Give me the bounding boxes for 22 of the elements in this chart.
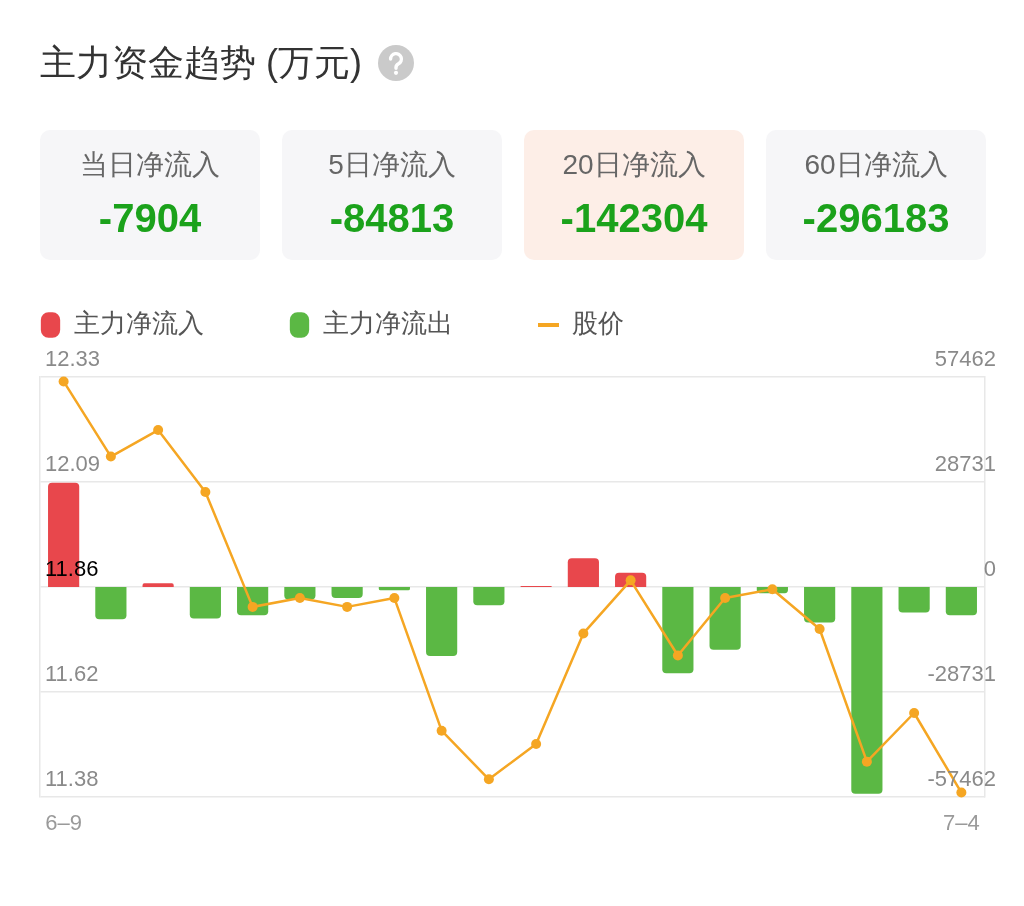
- data-label: -84813: [328, 195, 456, 242]
- y2-tick-label: 28731: [934, 451, 996, 477]
- data-label: -7904: [97, 195, 203, 242]
- y2-tick-label: 57462: [934, 346, 996, 372]
- y-tick-label: 11.62: [45, 661, 99, 687]
- y2-tick-label: 0: [983, 556, 996, 582]
- category-label: 60日净流入: [803, 148, 949, 182]
- y-tick-label: 11.38: [45, 766, 99, 792]
- x-tick-label: 7–4: [943, 810, 980, 836]
- data-label: -142304: [559, 195, 709, 242]
- legend-label: 主力净流入: [74, 308, 204, 339]
- data-label: -296183: [801, 195, 951, 242]
- legend-label: 股价: [572, 308, 624, 339]
- category-label: 5日净流入: [327, 148, 457, 182]
- x-tick-label: 6–9: [45, 810, 82, 836]
- category-label: 20日净流入: [561, 148, 707, 182]
- legend-label: 主力净流出: [323, 308, 453, 339]
- y-tick-label: 12.09: [45, 451, 101, 477]
- text: 主力资金趋势 (万元): [40, 41, 362, 85]
- category-label: 当日净流入: [79, 148, 221, 182]
- y2-tick-label: -28731: [927, 661, 996, 687]
- y-tick-label: 12.33: [45, 346, 101, 372]
